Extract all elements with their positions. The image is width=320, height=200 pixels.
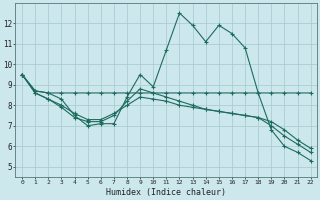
X-axis label: Humidex (Indice chaleur): Humidex (Indice chaleur) [106, 188, 226, 197]
